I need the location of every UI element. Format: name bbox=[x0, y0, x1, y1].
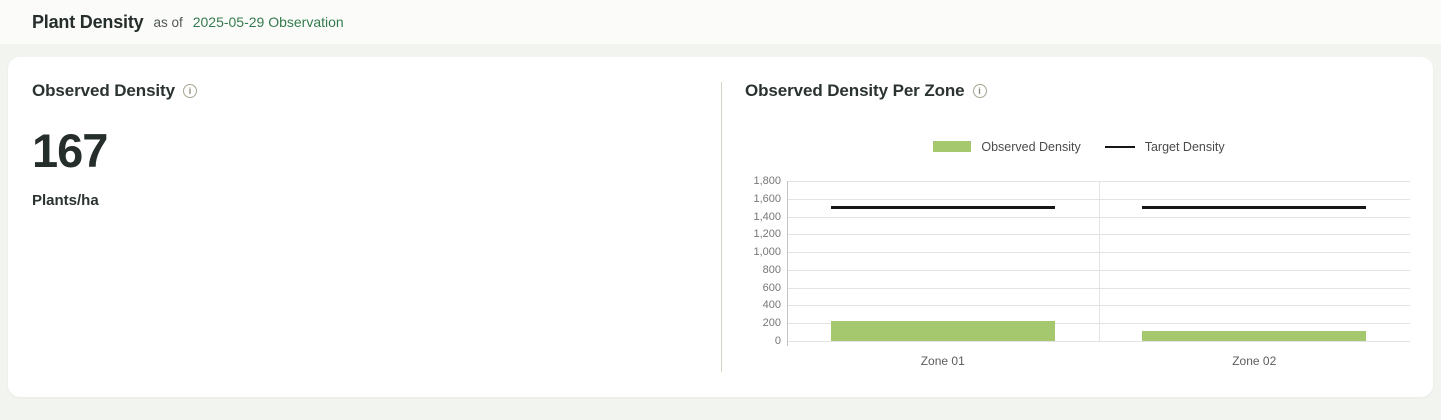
y-axis-tick-label: 1,400 bbox=[753, 210, 781, 223]
observed-density-panel: Observed Density i 167 Plants/ha bbox=[8, 57, 721, 397]
bar-zone-01[interactable] bbox=[830, 321, 1055, 341]
legend-label: Target Density bbox=[1144, 139, 1225, 154]
observed-density-unit: Plants/ha bbox=[32, 192, 99, 209]
legend-item-target-density[interactable]: Target Density bbox=[1104, 139, 1225, 154]
as-of-label: as of bbox=[153, 14, 183, 30]
zone-density-title: Observed Density Per Zone bbox=[745, 81, 965, 100]
y-axis-tick-label: 1,200 bbox=[753, 228, 781, 241]
x-axis-label-zone-01: Zone 01 bbox=[920, 354, 965, 368]
x-axis-label-zone-02: Zone 02 bbox=[1232, 354, 1277, 368]
y-axis-tick-label: 600 bbox=[762, 281, 781, 294]
observed-density-title-row: Observed Density i bbox=[32, 81, 721, 101]
observation-date-link[interactable]: 2025-05-29 Observation bbox=[192, 14, 344, 30]
info-icon[interactable]: i bbox=[182, 84, 197, 98]
observed-density-title: Observed Density bbox=[32, 81, 175, 100]
y-axis-tick-label: 400 bbox=[762, 299, 781, 312]
legend-line-swatch bbox=[1104, 145, 1135, 148]
observed-density-value: 167 bbox=[32, 124, 108, 177]
y-axis-tick-label: 1,000 bbox=[753, 246, 781, 259]
chart-legend: Observed Density Target Density bbox=[745, 139, 1413, 154]
y-axis-tick-label: 0 bbox=[774, 335, 781, 347]
y-axis-tick-label: 200 bbox=[762, 317, 781, 330]
page-title: Plant Density bbox=[32, 11, 144, 32]
y-axis-tick-label: 1,600 bbox=[753, 192, 781, 205]
plant-density-card: Observed Density i 167 Plants/ha Observe… bbox=[8, 57, 1433, 397]
legend-item-observed-density[interactable]: Observed Density bbox=[933, 139, 1081, 154]
zone-density-title-row: Observed Density Per Zone i bbox=[745, 81, 1433, 101]
zone-density-chart: 0 200 400 600 800 1,000 1,200 1,400 1,600 1,800 Zo… bbox=[745, 173, 1413, 370]
page-header: Plant Density as of 2025-05-29 Observati… bbox=[0, 0, 1441, 44]
panel-divider bbox=[721, 82, 722, 372]
zone-density-panel: Observed Density Per Zone i Observed Den… bbox=[721, 57, 1433, 397]
info-icon[interactable]: i bbox=[972, 84, 987, 98]
gridline bbox=[787, 341, 1410, 342]
y-axis-tick-label: 1,800 bbox=[753, 175, 781, 187]
target-line-zone-02 bbox=[1142, 206, 1367, 210]
legend-bar-swatch bbox=[933, 141, 972, 152]
y-axis-tick-label: 800 bbox=[762, 263, 781, 276]
legend-label: Observed Density bbox=[981, 139, 1081, 154]
target-line-zone-01 bbox=[830, 206, 1055, 210]
bar-zone-02[interactable] bbox=[1142, 331, 1367, 341]
y-axis-line bbox=[787, 181, 788, 346]
gridline-vertical bbox=[1098, 181, 1100, 341]
